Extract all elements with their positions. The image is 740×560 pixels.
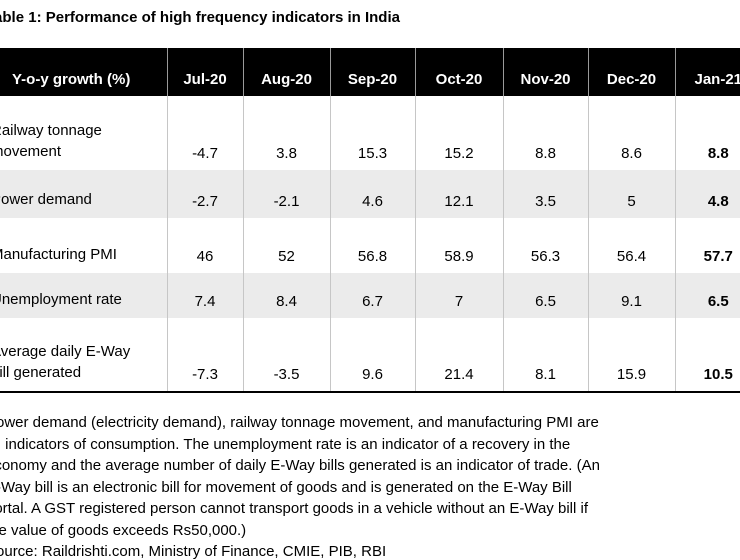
row-label: Railway tonnage movement <box>0 96 167 170</box>
cell-value: 8.1 <box>502 318 588 392</box>
cell-value: 21.4 <box>414 318 503 392</box>
cell-value: 46 <box>166 218 243 273</box>
row-label: Manufacturing PMI <box>0 218 167 273</box>
cell-value: -2.1 <box>242 170 330 218</box>
cell-value: -3.5 <box>242 318 330 392</box>
cell-value: 15.3 <box>329 96 415 170</box>
explanatory-note: Power demand (electricity demand), railw… <box>0 412 740 560</box>
cell-value: 10.5 <box>674 318 740 392</box>
table-row-railway-tonnage: Railway tonnage movement -4.7 3.8 15.3 1… <box>0 96 740 170</box>
cell-value: 3.8 <box>242 96 330 170</box>
column-header-aug-20: Aug-20 <box>242 48 330 96</box>
cell-value: -4.7 <box>166 96 243 170</box>
cell-value: 5 <box>587 170 675 218</box>
column-header-yoy-growth: Y-o-y growth (%) <box>0 48 167 96</box>
column-header-nov-20: Nov-20 <box>502 48 588 96</box>
note-line-3: economy and the average number of daily … <box>0 457 600 474</box>
cell-value: 58.9 <box>414 218 503 273</box>
row-label-text: Unemployment rate <box>0 291 122 308</box>
row-label: Unemployment rate <box>0 273 167 318</box>
cell-value: -2.7 <box>166 170 243 218</box>
cell-value: 15.9 <box>587 318 675 392</box>
cell-value: 56.3 <box>502 218 588 273</box>
column-header-sep-20: Sep-20 <box>329 48 415 96</box>
row-label: Average daily E-Way bill generated <box>0 318 167 392</box>
cell-value: 9.6 <box>329 318 415 392</box>
cell-value: 56.8 <box>329 218 415 273</box>
cell-value: 8.8 <box>674 96 740 170</box>
cell-value: 6.7 <box>329 273 415 318</box>
cell-value: 15.2 <box>414 96 503 170</box>
cell-value: -7.3 <box>166 318 243 392</box>
cell-value: 3.5 <box>502 170 588 218</box>
cell-value: 52 <box>242 218 330 273</box>
cell-value: 7.4 <box>166 273 243 318</box>
note-line-1: Power demand (electricity demand), railw… <box>0 414 599 431</box>
cell-value: 8.6 <box>587 96 675 170</box>
table-row-eway-bill: Average daily E-Way bill generated -7.3 … <box>0 318 740 392</box>
table-row-unemployment-rate: Unemployment rate 7.4 8.4 6.7 7 6.5 9.1 … <box>0 273 740 318</box>
column-header-jan-21: Jan-21 <box>674 48 740 96</box>
cell-value: 7 <box>414 273 503 318</box>
cell-value: 4.8 <box>674 170 740 218</box>
cell-value: 12.1 <box>414 170 503 218</box>
note-line-4: E-Way bill is an electronic bill for mov… <box>0 478 572 496</box>
cell-value: 56.4 <box>587 218 675 273</box>
column-header-oct-20: Oct-20 <box>414 48 503 96</box>
cell-value: 9.1 <box>587 273 675 318</box>
row-label-text: Manufacturing PMI <box>0 246 117 263</box>
note-line-6: the value of goods exceeds Rs50,000.) <box>0 521 247 539</box>
table-row-power-demand: Power demand -2.7 -2.1 4.6 12.1 3.5 5 4.… <box>0 170 740 218</box>
row-label-text: Railway tonnage movement <box>0 122 102 160</box>
row-label-text: Power demand <box>0 191 92 208</box>
column-header-jul-20: Jul-20 <box>166 48 243 96</box>
source-line: Source: Raildrishti.com, Ministry of Fin… <box>0 543 387 560</box>
cell-value: 8.4 <box>242 273 330 318</box>
note-line-5: portal. A GST registered person cannot t… <box>0 500 588 517</box>
row-label-text: Average daily E-Way bill generated <box>0 343 131 381</box>
cell-value: 6.5 <box>674 273 740 318</box>
cell-value: 8.8 <box>502 96 588 170</box>
column-header-dec-20: Dec-20 <box>587 48 675 96</box>
note-line-2: all indicators of consumption. The unemp… <box>0 435 571 453</box>
header-row: Y-o-y growth (%) Jul-20 Aug-20 Sep-20 Oc… <box>0 48 740 96</box>
indicators-table: Y-o-y growth (%) Jul-20 Aug-20 Sep-20 Oc… <box>0 48 740 393</box>
cell-value: 57.7 <box>674 218 740 273</box>
cell-value: 4.6 <box>329 170 415 218</box>
table-row-manufacturing-pmi: Manufacturing PMI 46 52 56.8 58.9 56.3 5… <box>0 218 740 273</box>
table-title: Table 1: Performance of high frequency i… <box>0 9 400 26</box>
cell-value: 6.5 <box>502 273 588 318</box>
row-label: Power demand <box>0 170 167 218</box>
